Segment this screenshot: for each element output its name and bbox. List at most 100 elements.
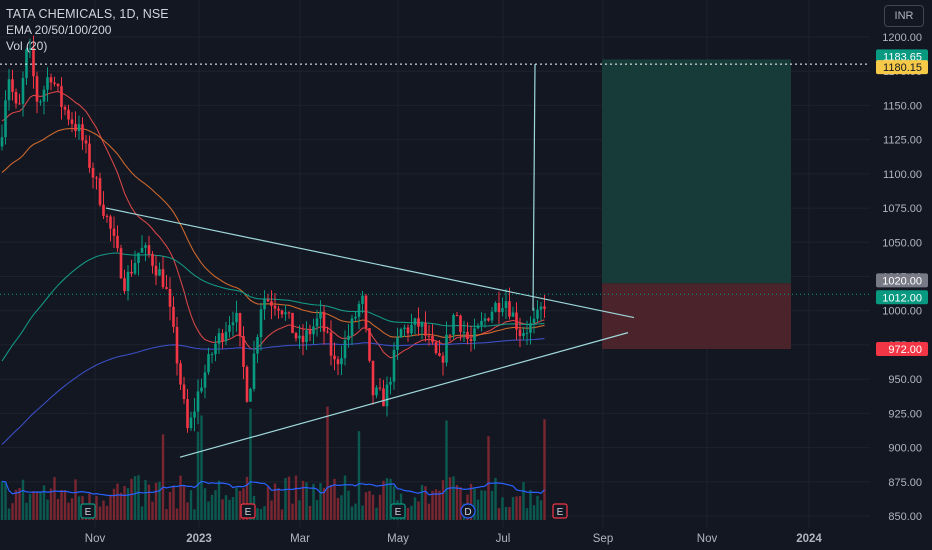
candle-body — [385, 384, 389, 407]
candle-body — [350, 318, 354, 336]
candle-body — [203, 372, 207, 388]
currency-button[interactable]: INR — [884, 5, 924, 27]
candle-body — [354, 316, 357, 319]
candle-body — [42, 89, 46, 102]
volume-bar — [175, 508, 179, 520]
volume-bar — [49, 488, 53, 520]
candle-body — [70, 119, 74, 124]
volume-bar — [333, 478, 336, 520]
candle-body — [182, 384, 186, 400]
volume-bar — [543, 419, 546, 520]
candle-body — [445, 334, 448, 363]
candle-body — [340, 358, 343, 365]
volume-bar — [165, 509, 168, 520]
volume-bar — [389, 478, 392, 520]
candle-body — [287, 312, 291, 314]
candle-body — [396, 337, 399, 350]
volume-bar — [221, 499, 224, 520]
candle-body — [319, 311, 322, 319]
ema-indicator-label[interactable]: EMA 20/50/100/200 — [6, 23, 112, 37]
candle-body — [518, 329, 522, 337]
volume-indicator-label[interactable]: Vol (20) — [6, 39, 48, 53]
y-tick-label: 850.00 — [888, 511, 922, 523]
ema20-line — [1, 90, 545, 359]
volume-bar — [172, 485, 175, 520]
grid-lines — [0, 0, 870, 528]
candle-body — [420, 322, 424, 327]
volume-bar — [77, 496, 81, 520]
volume-bar — [228, 499, 231, 520]
candle-body — [459, 315, 462, 332]
volume-bar — [501, 497, 504, 520]
candle-body — [116, 235, 119, 249]
candle-body — [77, 124, 81, 132]
volume-bar — [25, 502, 28, 520]
volume-bar — [343, 475, 347, 520]
volume-bar — [98, 506, 102, 520]
volume-bar — [539, 500, 543, 520]
volume-bar — [329, 484, 333, 520]
volume-bar — [102, 500, 105, 520]
candle-body — [273, 305, 277, 309]
volume-bar — [427, 503, 431, 520]
candle-body — [494, 303, 497, 312]
candle-body — [298, 335, 301, 339]
candle-body — [476, 325, 480, 329]
volume-bar — [238, 490, 242, 520]
volume-bar — [473, 488, 476, 520]
candle-body — [252, 353, 256, 389]
candle-body — [91, 167, 95, 178]
candle-body — [469, 339, 473, 342]
volume-bar — [249, 408, 252, 520]
volume-bar — [529, 489, 532, 520]
candle-body — [28, 48, 32, 50]
candle-body — [133, 262, 137, 274]
symbol-title[interactable]: TATA CHEMICALS, 1D, NSE — [6, 7, 169, 21]
x-tick-label: 2023 — [186, 533, 212, 545]
candle-body — [161, 269, 165, 288]
earnings-marker-box — [240, 503, 256, 519]
candle-body — [95, 177, 98, 179]
volume-bar — [448, 477, 452, 520]
volume-bar — [508, 507, 511, 520]
candle-body — [532, 318, 536, 324]
y-tick-label: 950.00 — [888, 374, 922, 386]
candle-body — [259, 309, 263, 338]
candle-body — [123, 278, 126, 292]
y-tick-label: 900.00 — [888, 443, 922, 455]
volume-bar — [273, 483, 277, 520]
candle-body — [357, 303, 361, 317]
volume-bar — [179, 475, 182, 520]
price-tag-label-last: 1012.00 — [882, 292, 922, 304]
candle-body — [392, 349, 396, 382]
volume-bar — [490, 490, 494, 520]
candle-body — [46, 77, 49, 90]
volume-bar — [0, 481, 4, 520]
volume-bar — [518, 496, 522, 520]
volume-bar — [476, 499, 480, 520]
volume-bar — [459, 487, 462, 520]
candle-body — [399, 329, 403, 338]
volume-bar — [231, 497, 235, 520]
volume-bar — [70, 498, 74, 520]
candle-body — [466, 331, 469, 340]
volume-bar — [193, 509, 196, 520]
candle-body — [49, 77, 53, 83]
candle-body — [483, 318, 487, 321]
upper-trendline — [105, 207, 635, 319]
candle-body — [312, 326, 315, 335]
candle-body — [137, 252, 140, 263]
volume-bar — [431, 490, 434, 520]
volume-bar — [305, 482, 308, 520]
earnings-marker-label: E — [85, 507, 92, 518]
candle-body — [88, 143, 91, 168]
candle-body — [98, 178, 102, 205]
volume-bar — [151, 501, 154, 520]
candle-body — [186, 399, 189, 429]
volume-bar — [438, 490, 441, 520]
candle-body — [35, 76, 39, 102]
candle-body — [375, 387, 378, 396]
volume-bar — [133, 476, 137, 520]
volume-bar — [123, 486, 126, 520]
